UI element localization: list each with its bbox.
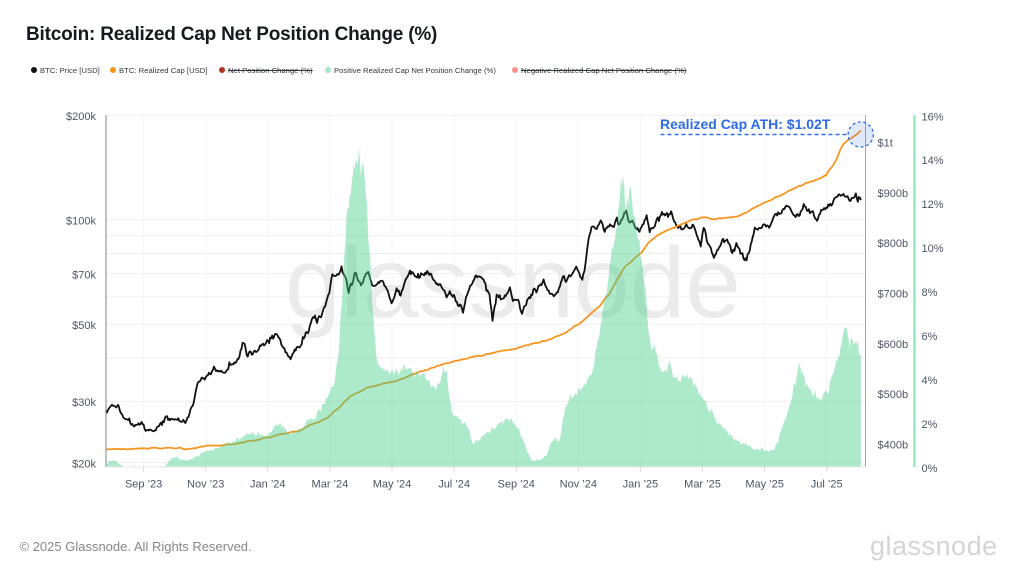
svg-text:4%: 4% bbox=[922, 375, 938, 387]
svg-text:Mar ’25: Mar ’25 bbox=[684, 479, 721, 491]
svg-text:Sep ’23: Sep ’23 bbox=[125, 479, 162, 491]
svg-text:Nov ’24: Nov ’24 bbox=[560, 479, 597, 491]
svg-text:$200k: $200k bbox=[66, 111, 96, 123]
svg-text:Sep ’24: Sep ’24 bbox=[498, 479, 535, 491]
svg-text:Jul ’25: Jul ’25 bbox=[811, 479, 843, 491]
svg-text:Mar ’24: Mar ’24 bbox=[312, 479, 349, 491]
svg-text:Nov ’23: Nov ’23 bbox=[187, 479, 224, 491]
svg-text:$600b: $600b bbox=[878, 339, 909, 351]
svg-text:$900b: $900b bbox=[878, 188, 909, 200]
svg-text:16%: 16% bbox=[922, 111, 944, 123]
svg-text:May ’24: May ’24 bbox=[373, 479, 412, 491]
svg-text:2%: 2% bbox=[922, 419, 938, 431]
svg-text:0%: 0% bbox=[922, 463, 938, 475]
svg-text:8%: 8% bbox=[922, 287, 938, 299]
svg-text:$400b: $400b bbox=[878, 440, 909, 452]
svg-text:$100k: $100k bbox=[66, 216, 96, 228]
svg-text:Jan ’24: Jan ’24 bbox=[250, 479, 285, 491]
svg-text:$500b: $500b bbox=[878, 389, 909, 401]
svg-text:$1t: $1t bbox=[878, 138, 893, 150]
svg-text:$30k: $30k bbox=[72, 397, 96, 409]
svg-text:10%: 10% bbox=[922, 243, 944, 255]
svg-text:May ’25: May ’25 bbox=[745, 479, 784, 491]
svg-text:$20k: $20k bbox=[72, 458, 96, 470]
svg-text:14%: 14% bbox=[922, 155, 944, 167]
svg-text:6%: 6% bbox=[922, 331, 938, 343]
svg-text:$50k: $50k bbox=[72, 320, 96, 332]
svg-text:Jan ’25: Jan ’25 bbox=[623, 479, 658, 491]
svg-text:$70k: $70k bbox=[72, 269, 96, 281]
svg-text:$700b: $700b bbox=[878, 289, 909, 301]
svg-text:12%: 12% bbox=[922, 199, 944, 211]
svg-text:Jul ’24: Jul ’24 bbox=[438, 479, 470, 491]
svg-text:$800b: $800b bbox=[878, 238, 909, 250]
